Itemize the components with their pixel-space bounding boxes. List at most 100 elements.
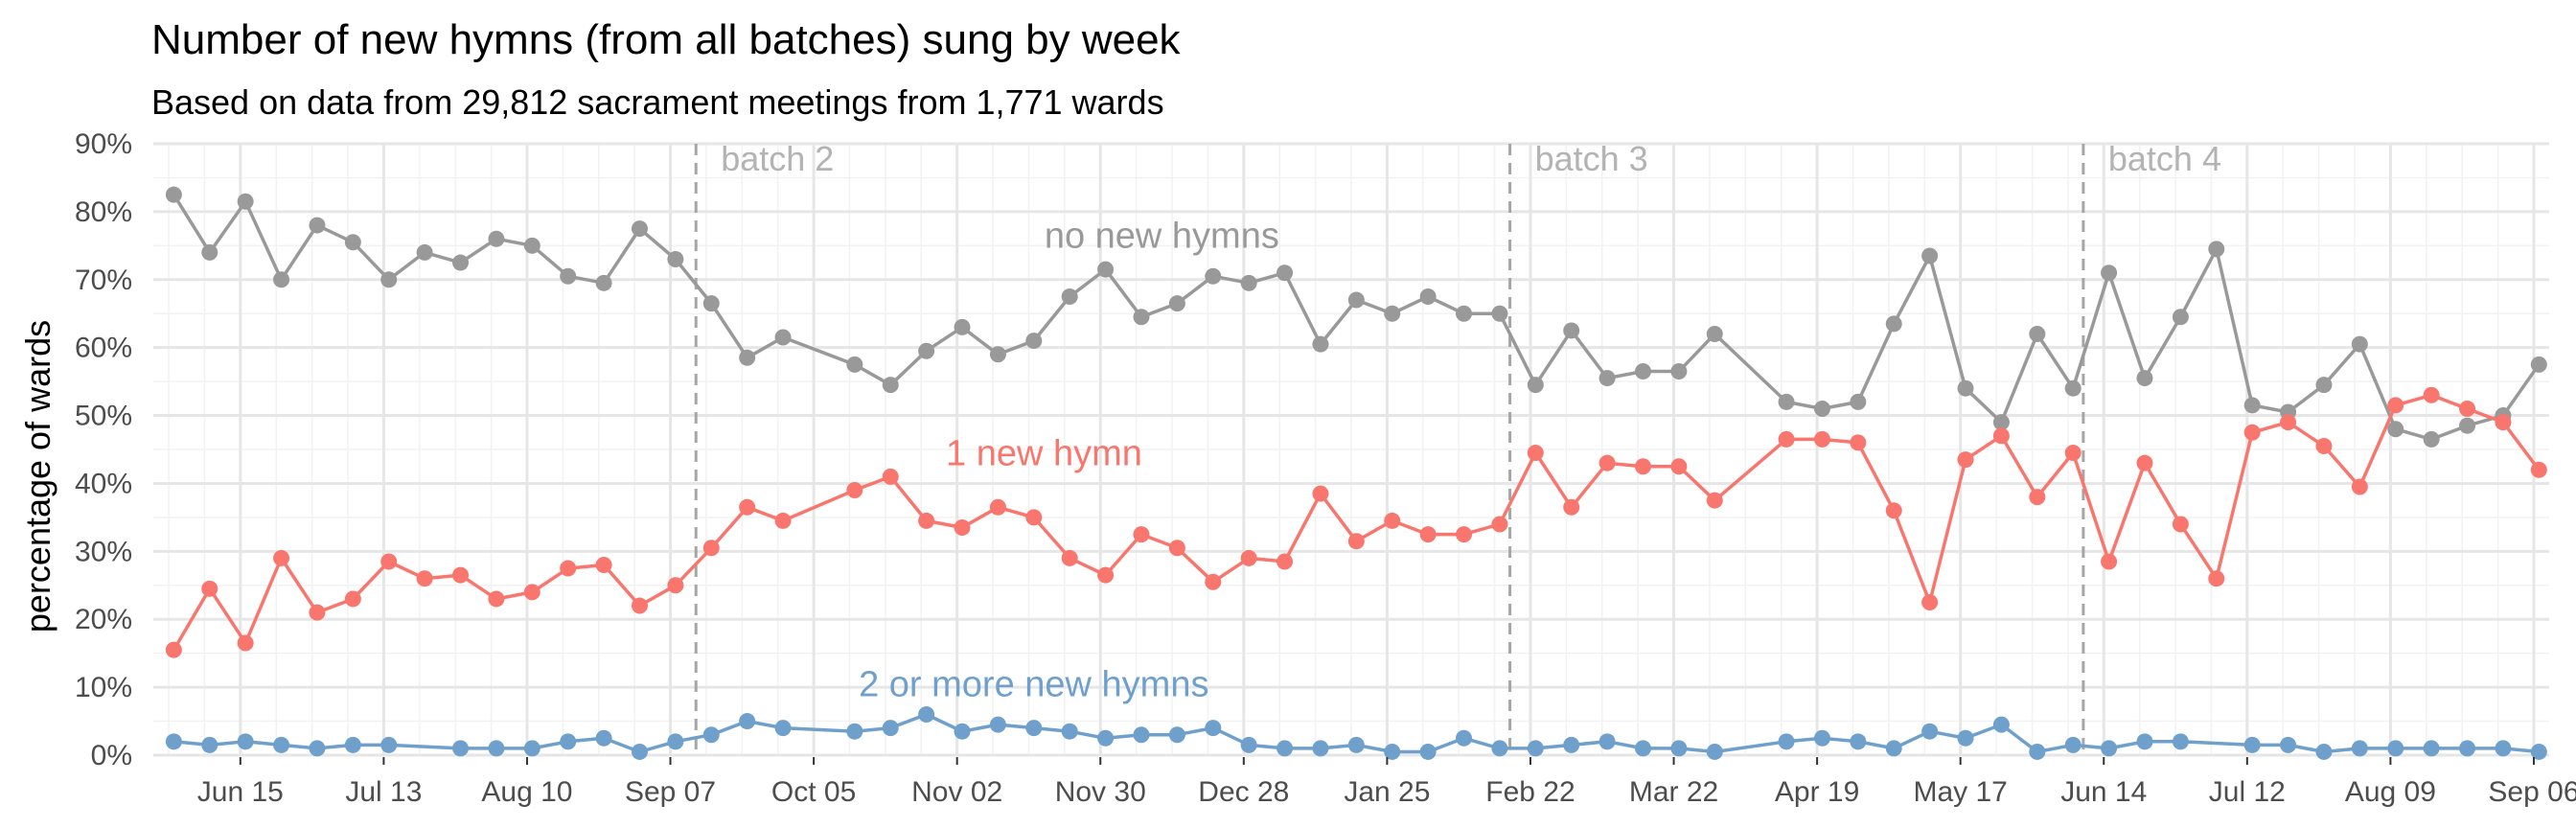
series xyxy=(165,705,2547,760)
data-point xyxy=(488,230,505,247)
data-point xyxy=(1527,740,1544,757)
data-point xyxy=(954,723,971,740)
data-point xyxy=(1456,729,1473,747)
data-point xyxy=(523,740,540,757)
data-point xyxy=(1491,740,1508,757)
data-point xyxy=(523,584,540,601)
data-point xyxy=(1240,549,1257,566)
data-point xyxy=(2064,445,2082,462)
y-tick-label: 60% xyxy=(75,333,132,364)
x-tick-label: Jan 25 xyxy=(1344,776,1430,808)
data-point xyxy=(2029,489,2046,506)
y-axis-label: percentage of wards xyxy=(18,320,58,632)
data-point xyxy=(954,519,971,537)
data-point xyxy=(2136,454,2153,472)
data-point xyxy=(1168,726,1185,744)
data-point xyxy=(1312,485,1329,502)
series xyxy=(165,386,2547,658)
data-point xyxy=(631,743,648,760)
data-point xyxy=(1563,736,1580,753)
data-point xyxy=(739,713,756,730)
data-point xyxy=(273,271,290,288)
data-point xyxy=(1456,305,1473,322)
data-point xyxy=(1384,512,1401,529)
data-point xyxy=(1563,322,1580,339)
data-point xyxy=(1133,309,1150,326)
data-point xyxy=(1312,740,1329,757)
data-point xyxy=(631,220,648,238)
data-point xyxy=(2351,740,2368,757)
data-point xyxy=(774,512,792,529)
x-tick-label: Dec 28 xyxy=(1198,776,1289,808)
data-point xyxy=(416,570,433,587)
data-point xyxy=(2423,740,2440,757)
data-point xyxy=(2530,743,2547,760)
data-point xyxy=(1850,733,1867,750)
data-point xyxy=(1813,400,1830,417)
series-label: 2 or more new hymns xyxy=(859,665,1208,705)
data-point xyxy=(344,234,361,251)
data-point xyxy=(1850,434,1867,451)
x-tick-label: Apr 19 xyxy=(1775,776,1859,808)
data-point xyxy=(1133,726,1150,744)
data-point xyxy=(2530,461,2547,478)
data-point xyxy=(237,634,254,652)
x-tick-label: Jun 15 xyxy=(197,776,284,808)
data-point xyxy=(2351,335,2368,353)
data-point xyxy=(309,604,326,621)
data-point xyxy=(1706,743,1723,760)
data-point xyxy=(1598,733,1616,750)
data-point xyxy=(739,349,756,366)
data-point xyxy=(846,482,863,499)
data-point xyxy=(1097,729,1115,747)
data-point xyxy=(1670,458,1688,475)
data-point xyxy=(989,498,1006,516)
x-tick-label: Feb 22 xyxy=(1485,776,1575,808)
data-point xyxy=(2495,740,2512,757)
data-point xyxy=(918,512,935,529)
data-point xyxy=(667,733,684,750)
data-point xyxy=(165,186,182,203)
y-tick-label: 80% xyxy=(75,196,132,228)
chart-subtitle: Based on data from 29,812 sacrament meet… xyxy=(151,82,1164,122)
data-point xyxy=(1419,743,1437,760)
data-point xyxy=(1885,740,1902,757)
data-point xyxy=(1205,267,1222,285)
chart-title: Number of new hymns (from all batches) s… xyxy=(151,16,1182,63)
data-point xyxy=(2101,553,2118,570)
data-point xyxy=(2459,417,2476,434)
x-tick-label: Mar 22 xyxy=(1629,776,1718,808)
data-point xyxy=(273,549,290,566)
data-point xyxy=(2029,325,2046,342)
data-point xyxy=(201,580,218,597)
data-point xyxy=(380,736,398,753)
data-point xyxy=(2172,516,2189,533)
data-point xyxy=(237,733,254,750)
data-point xyxy=(1634,458,1651,475)
data-point xyxy=(595,274,612,291)
data-point xyxy=(1527,445,1544,462)
batch-markers: batch 2 batch 3 batch 4 xyxy=(694,139,2221,755)
data-point xyxy=(1921,247,1939,264)
data-point xyxy=(2064,736,2082,753)
data-point xyxy=(1168,540,1185,557)
data-point xyxy=(1347,533,1365,550)
data-point xyxy=(1491,305,1508,322)
data-point xyxy=(416,243,433,261)
data-point xyxy=(2136,370,2153,387)
series-label: 1 new hymn xyxy=(946,434,1142,474)
data-point xyxy=(882,377,899,394)
batch-label: batch 2 xyxy=(721,139,834,178)
data-point xyxy=(595,557,612,574)
data-point xyxy=(1276,740,1294,757)
data-point xyxy=(1598,370,1616,387)
data-point xyxy=(1061,288,1078,305)
data-point xyxy=(1850,393,1867,410)
data-point xyxy=(2136,733,2153,750)
data-point xyxy=(1813,430,1830,448)
data-point xyxy=(1419,526,1437,543)
y-tick-label: 0% xyxy=(91,740,132,771)
data-point xyxy=(2423,430,2440,448)
data-point xyxy=(2387,740,2404,757)
data-point xyxy=(2208,570,2225,587)
